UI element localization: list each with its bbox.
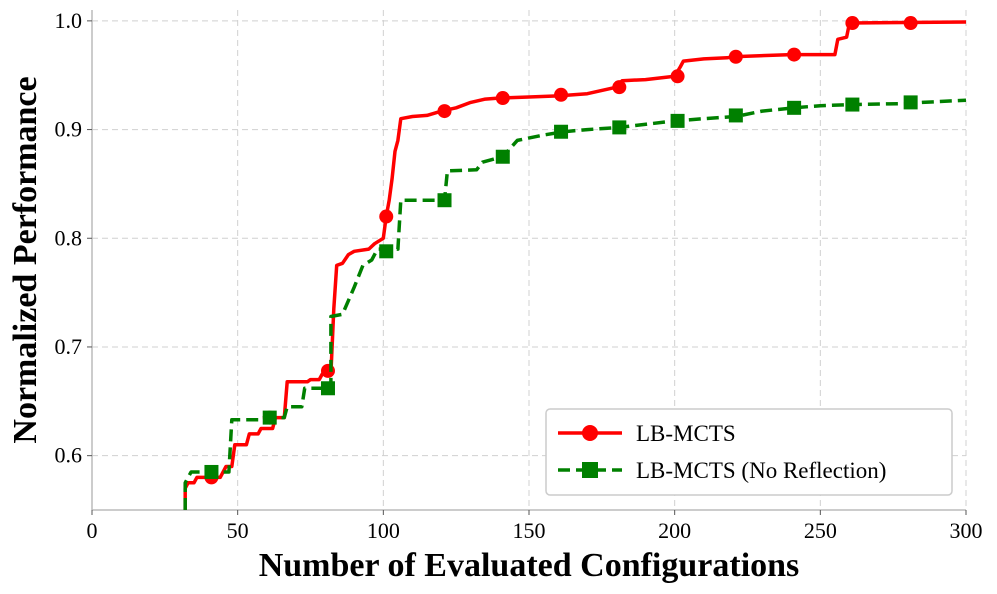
- data-point: [320, 381, 335, 396]
- legend-marker: [582, 425, 598, 441]
- data-point: [670, 113, 685, 128]
- x-axis-title: Number of Evaluated Configurations: [259, 547, 800, 584]
- ticks: 0 50 100 150 200 250 300 0.6 0.7 0.8 0.9 1.0: [55, 8, 983, 543]
- y-tick-label: 0.8: [55, 225, 83, 250]
- y-axis-title: Normalized Performance: [7, 76, 44, 443]
- data-point: [437, 193, 452, 208]
- y-tick-label: 0.6: [55, 443, 83, 468]
- series-lb-mcts: [183, 16, 966, 510]
- series-line: [183, 20, 966, 510]
- x-tick-label: 0: [87, 518, 98, 543]
- legend-item: LB-MCTS (No Reflection): [558, 458, 886, 483]
- legend-label: LB-MCTS (No Reflection): [636, 458, 886, 483]
- data-point: [262, 410, 277, 425]
- data-point: [728, 49, 743, 64]
- legend-marker: [582, 462, 598, 478]
- data-point: [204, 464, 219, 479]
- x-tick-label: 300: [950, 518, 983, 543]
- data-point: [728, 108, 743, 123]
- data-point: [845, 97, 860, 112]
- legend-label: LB-MCTS: [636, 421, 736, 446]
- data-point: [379, 244, 394, 259]
- x-tick-label: 100: [367, 518, 400, 543]
- data-point: [612, 120, 627, 135]
- y-tick-label: 0.9: [55, 117, 83, 142]
- data-point: [495, 149, 510, 164]
- series-line: [183, 98, 966, 510]
- data-point: [845, 16, 860, 31]
- x-tick-label: 150: [513, 518, 546, 543]
- grid: [92, 10, 967, 510]
- data-point: [437, 104, 452, 119]
- series-lb-mcts-no-reflection: [183, 95, 966, 510]
- data-point: [320, 363, 335, 378]
- x-tick-label: 50: [227, 518, 249, 543]
- legend-box: [545, 408, 953, 496]
- data-point: [903, 95, 918, 110]
- data-point: [612, 80, 627, 95]
- data-point: [670, 69, 685, 84]
- data-point: [787, 47, 802, 62]
- legend-item: LB-MCTS: [558, 421, 736, 446]
- x-tick-label: 200: [658, 518, 691, 543]
- legend: LB-MCTS LB-MCTS (No Reflection): [545, 408, 953, 496]
- y-tick-label: 1.0: [55, 8, 83, 33]
- data-point: [554, 87, 569, 102]
- data-point: [554, 124, 569, 139]
- y-tick-label: 0.7: [55, 334, 83, 359]
- data-point: [903, 16, 918, 31]
- x-tick-label: 250: [804, 518, 837, 543]
- data-point: [787, 100, 802, 115]
- data-point: [379, 209, 394, 224]
- data-point: [495, 91, 510, 106]
- series: [183, 16, 966, 510]
